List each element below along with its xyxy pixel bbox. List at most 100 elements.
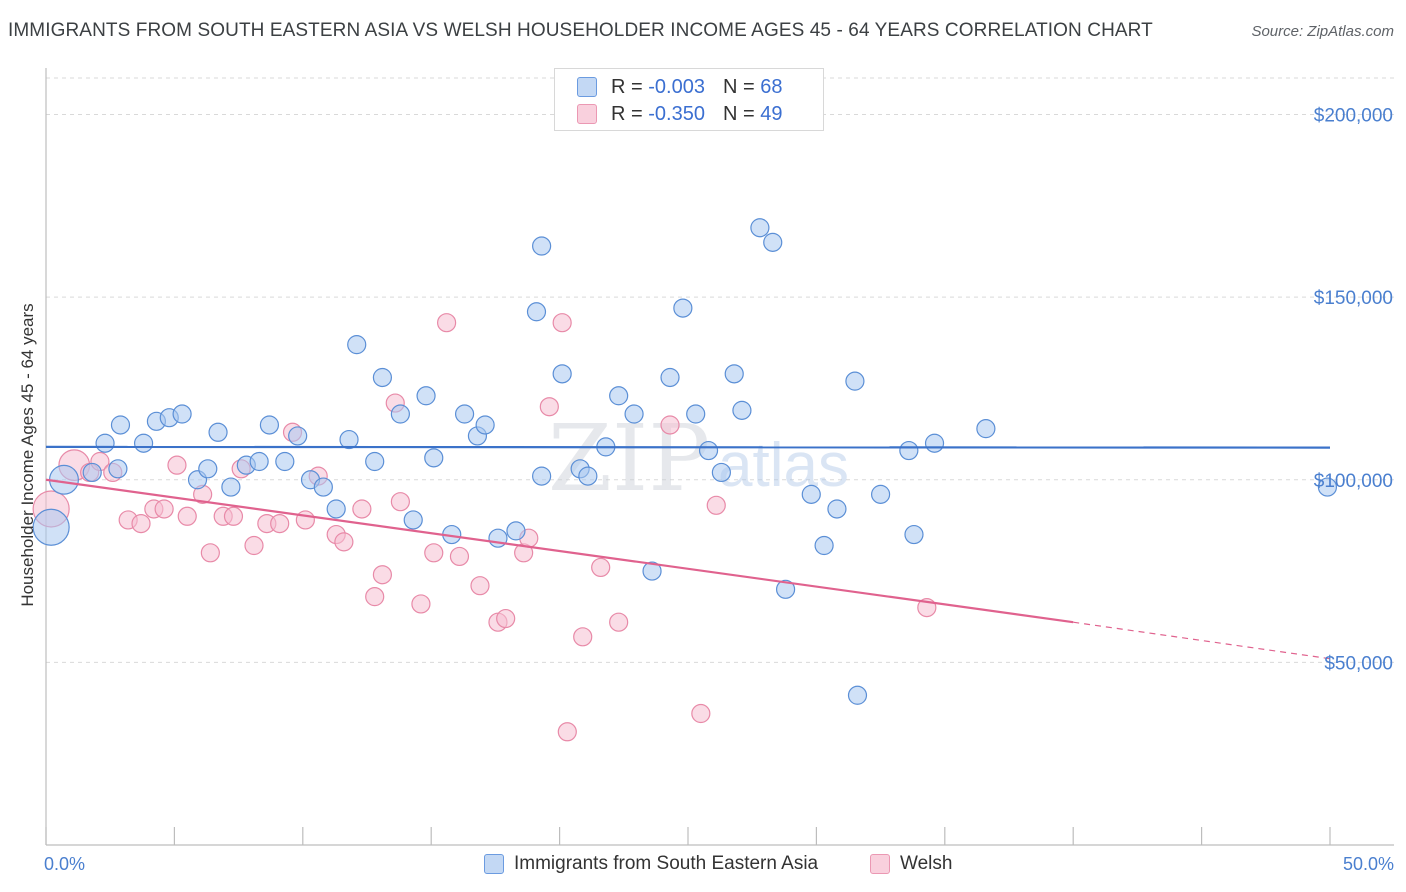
welsh-trend-extension xyxy=(1073,621,1331,660)
welsh-point xyxy=(411,594,431,614)
axes xyxy=(45,68,1394,846)
bottom-legend-series1: Immigrants from South Eastern Asia xyxy=(484,852,818,876)
y-tick-label: $100,000 xyxy=(1314,471,1393,492)
welsh-point xyxy=(167,455,187,475)
n-value: 49 xyxy=(760,102,783,125)
series2-legend-label: Welsh xyxy=(900,853,953,874)
sea-point xyxy=(711,462,731,483)
sea-point xyxy=(976,419,996,439)
trend-lines xyxy=(45,445,1331,660)
sea-point xyxy=(32,508,70,546)
welsh-point xyxy=(131,513,151,534)
welsh-point xyxy=(372,565,393,585)
chart-title: IMMIGRANTS FROM SOUTH EASTERN ASIA VS WE… xyxy=(8,20,1153,41)
sea-point xyxy=(454,404,475,424)
sea-point xyxy=(95,433,115,453)
source-label: Source: ZipAtlas.com xyxy=(1251,23,1394,40)
sea-point xyxy=(110,415,131,435)
welsh-point xyxy=(609,612,629,632)
sea-point xyxy=(899,440,919,461)
sea-point xyxy=(924,433,945,453)
welsh-point xyxy=(295,510,315,530)
r-label: R = xyxy=(611,102,643,125)
welsh-point xyxy=(496,608,516,629)
watermark-atlas: atlas xyxy=(718,431,849,500)
sea-point xyxy=(172,404,192,424)
sea-point xyxy=(339,429,359,450)
sea-point xyxy=(1317,477,1338,497)
sea-points xyxy=(32,218,1338,705)
series1-legend-swatch xyxy=(484,854,504,874)
sea-point xyxy=(288,426,308,446)
sea-point xyxy=(475,415,495,435)
welsh-point xyxy=(552,313,572,333)
tick-labels: $50,000 $100,000 $150,000 $200,000 0.0% 50.0% xyxy=(44,106,1394,874)
welsh-point xyxy=(177,506,197,526)
series1-swatch xyxy=(577,77,597,97)
sea-point xyxy=(847,685,868,705)
legend-row-series1: R = -0.003 N = 68 xyxy=(577,74,782,100)
welsh-point xyxy=(437,313,457,333)
sea-point xyxy=(801,484,821,504)
sea-point xyxy=(208,422,228,442)
sea-point xyxy=(403,510,423,530)
x-tick-label: 0.0% xyxy=(44,854,85,874)
welsh-point xyxy=(706,495,726,515)
welsh-point xyxy=(244,535,264,556)
sea-point xyxy=(326,499,346,519)
welsh-point xyxy=(539,397,559,417)
sea-point xyxy=(845,371,865,391)
correlation-legend: R = -0.003 N = 68 R = -0.350 N = 49 xyxy=(554,68,824,131)
sea-point xyxy=(390,404,410,424)
sea-point xyxy=(249,451,269,472)
n-label: N = xyxy=(722,75,755,98)
n-value: 68 xyxy=(760,75,783,98)
sea-point xyxy=(624,404,644,424)
r-label: R = xyxy=(611,75,643,98)
sea-point xyxy=(532,236,552,256)
sea-point xyxy=(732,400,752,420)
sea-point xyxy=(526,302,547,322)
y-tick-label: $50,000 xyxy=(1324,653,1393,674)
sea-point xyxy=(686,404,706,424)
series1-legend-label: Immigrants from South Eastern Asia xyxy=(514,853,819,874)
sea-point xyxy=(488,528,508,548)
welsh-point xyxy=(390,492,410,512)
sea-point xyxy=(660,367,680,388)
sea-point xyxy=(814,535,834,556)
watermark: ZIP atlas xyxy=(548,405,849,512)
sea-point xyxy=(552,364,572,384)
sea-point xyxy=(642,561,662,581)
r-value: -0.350 xyxy=(648,102,705,125)
welsh-point xyxy=(449,546,470,567)
welsh-point xyxy=(270,513,290,534)
sea-point xyxy=(904,524,924,545)
sea-point xyxy=(870,484,891,504)
x-tick-label: 50.0% xyxy=(1343,854,1394,874)
welsh-point xyxy=(200,543,220,563)
y-axis-label: Householder Income Ages 45 - 64 years xyxy=(18,303,37,606)
sea-point xyxy=(259,415,280,435)
r-value: -0.003 xyxy=(648,75,705,98)
welsh-point xyxy=(352,499,372,519)
sea-point xyxy=(609,386,629,406)
welsh-points xyxy=(32,313,937,742)
y-tick-label: $200,000 xyxy=(1314,106,1393,127)
welsh-trend-line xyxy=(45,478,1074,624)
welsh-point xyxy=(334,532,354,552)
sea-point xyxy=(347,335,367,355)
sea-point xyxy=(763,232,783,252)
welsh-point xyxy=(691,703,711,724)
sea-point xyxy=(506,521,526,541)
sea-point xyxy=(424,448,444,468)
sea-point xyxy=(532,466,552,486)
series2-swatch xyxy=(577,104,597,124)
sea-point xyxy=(372,367,393,388)
welsh-point xyxy=(573,627,593,647)
watermark-zip: ZIP xyxy=(548,405,710,512)
sea-point xyxy=(698,440,719,461)
sea-point xyxy=(221,477,241,497)
bottom-legend-series2: Welsh xyxy=(870,852,952,876)
sea-point xyxy=(133,433,154,453)
